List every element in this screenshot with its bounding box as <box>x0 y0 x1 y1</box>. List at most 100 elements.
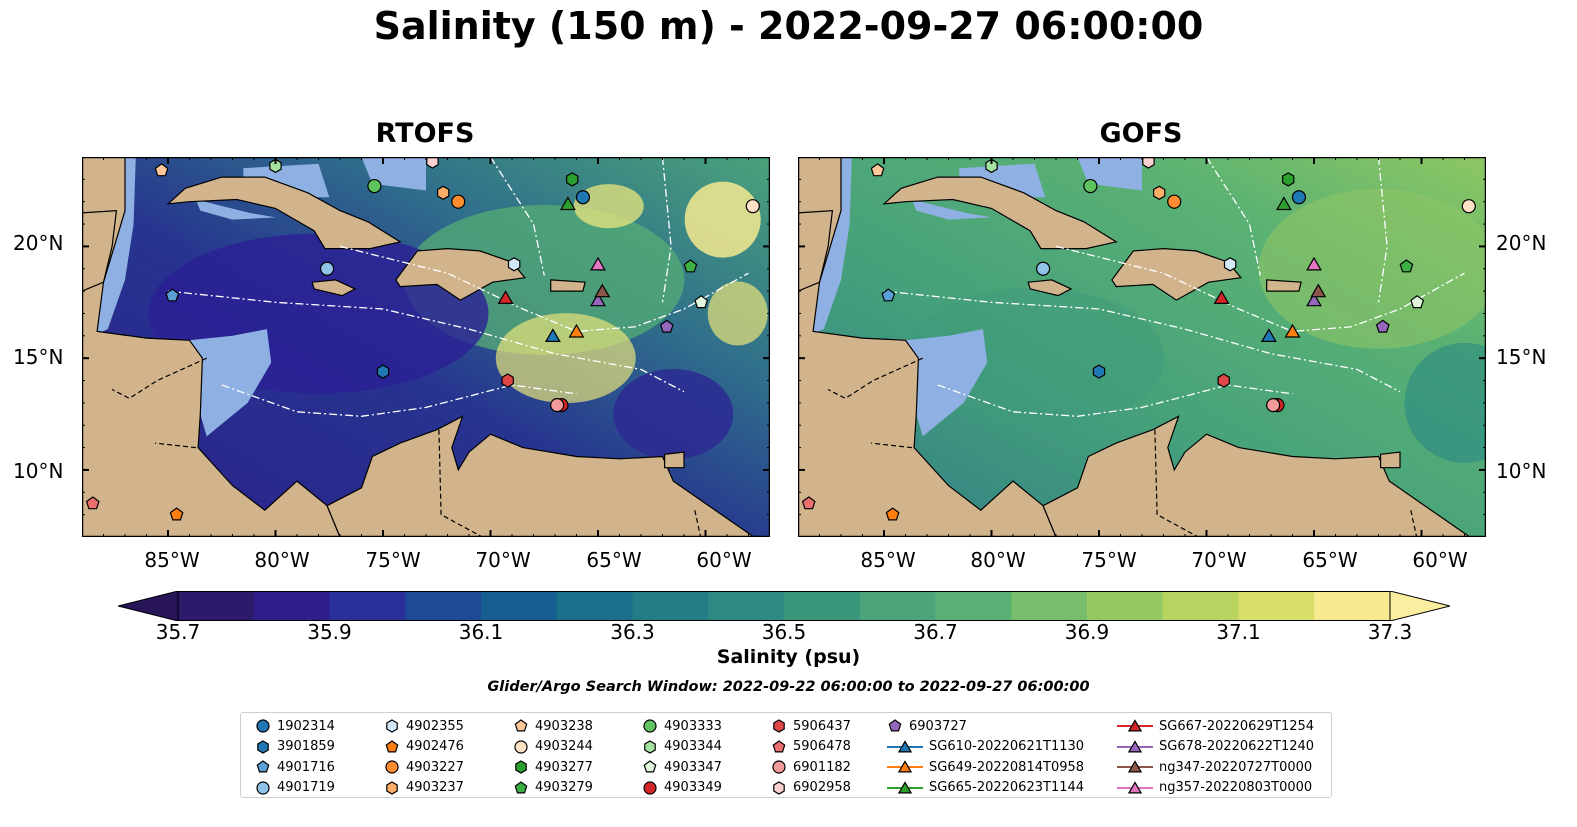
legend-label: 6903727 <box>909 718 967 734</box>
marker-1902314 <box>1291 190 1307 205</box>
land-south-america <box>326 415 770 537</box>
legend-marker-hexagon <box>257 739 269 754</box>
legend-marker-triangle <box>897 739 913 752</box>
land-puerto-rico <box>550 279 586 292</box>
land-trinidad <box>1380 451 1401 469</box>
colorbar-tick-label: 36.5 <box>761 620 807 644</box>
colorbar-segment <box>708 591 785 621</box>
lon-tick-label-65w-rtofs: 65°W <box>586 548 642 572</box>
marker-sg667-20220629t1254 <box>1213 290 1230 304</box>
eez-boundary <box>937 384 1293 417</box>
legend-label: SG667-20220629T1254 <box>1159 718 1315 734</box>
legend-marker-circle <box>643 719 657 733</box>
legend-label: 4903237 <box>406 780 464 795</box>
legend-item: ng347-20220727T0000 <box>1117 757 1312 777</box>
legend-item: 4903244 <box>513 737 593 757</box>
legend-label: 4903347 <box>664 759 722 775</box>
marker-3901859 <box>1092 364 1106 379</box>
legend-marker-circle <box>256 780 270 795</box>
legend: 1902314 3901859 4901716 4901719 4902355 49024… <box>240 712 1332 798</box>
colorbar-tick-label: 36.3 <box>610 620 655 644</box>
marker-4903238 <box>154 163 169 177</box>
legend-marker-triangle <box>1127 760 1143 773</box>
legend-item: 4903344 <box>642 737 722 757</box>
legend-marker-triangle <box>897 760 913 773</box>
land-hispaniola <box>395 247 527 301</box>
legend-label: 4903238 <box>535 718 593 734</box>
marker-4901719 <box>1036 261 1051 276</box>
legend-marker-circle <box>256 719 270 733</box>
legend-label: 4903279 <box>535 780 593 795</box>
eez-boundary <box>489 157 545 276</box>
marker-4903244 <box>1461 199 1476 214</box>
legend-item: 4903227 <box>384 757 464 777</box>
legend-item: 6903727 <box>887 716 967 736</box>
legend-item: 1902314 <box>255 716 335 736</box>
legend-label: 4902355 <box>406 718 464 734</box>
country-border <box>438 429 484 537</box>
legend-marker-triangle <box>1127 780 1143 793</box>
lon-tick-label-60w-gofs: 60°W <box>1412 548 1468 572</box>
legend-marker-triangle <box>897 780 913 793</box>
colorbar-segment <box>859 591 936 621</box>
legend-label: 4903244 <box>535 739 593 754</box>
legend-label: 1902314 <box>277 718 335 734</box>
land-yucatan <box>798 209 834 292</box>
legend-marker-circle <box>385 760 399 774</box>
figure-title: Salinity (150 m) - 2022-09-27 06:00:00 <box>373 4 1204 48</box>
legend-item: ng357-20220803T0000 <box>1117 778 1312 798</box>
colorbar-segment <box>1011 591 1088 621</box>
marker-6901182 <box>550 398 565 413</box>
legend-item: 4903349 <box>642 778 722 798</box>
colorbar-label: Salinity (psu) <box>716 646 861 668</box>
legend-marker-hexagon <box>386 780 398 795</box>
legend-item: 3901859 <box>255 737 335 757</box>
search-window-text: Glider/Argo Search Window: 2022-09-22 06… <box>487 679 1090 695</box>
legend-marker-hexagon <box>515 760 527 774</box>
legend-label: 4903277 <box>535 759 593 775</box>
legend-marker-pentagon <box>256 760 270 773</box>
colorbar-segment <box>178 591 255 621</box>
marker-4903238 <box>870 163 885 177</box>
panel-title-gofs: GOFS <box>1099 118 1183 149</box>
lon-tick-label-80w-gofs: 80°W <box>970 548 1026 572</box>
legend-label: 4901719 <box>277 780 335 795</box>
legend-label: 4903349 <box>664 780 722 795</box>
eez-boundary <box>167 290 685 393</box>
marker-ng347-20220727t0000 <box>1310 283 1327 298</box>
marker-4903277 <box>566 172 579 187</box>
colorbar-segment <box>784 591 861 621</box>
shallow-shelf <box>911 199 992 220</box>
marker-5906437 <box>1217 373 1230 388</box>
land-trinidad <box>664 451 685 469</box>
colorbar-tick-label: 36.1 <box>458 620 504 644</box>
lat-tick-label-20n-right: 20°N <box>1496 231 1547 255</box>
eez-boundary <box>221 384 577 417</box>
colorbar-extend-min <box>117 590 179 622</box>
country-border <box>694 510 702 537</box>
eez-boundary <box>883 290 1401 393</box>
country-border <box>1154 429 1200 537</box>
marker-4901716 <box>881 288 896 302</box>
marker-4903237 <box>1153 185 1166 200</box>
lon-tick-label-65w-gofs: 65°W <box>1302 548 1358 572</box>
marker-4902355 <box>507 257 521 272</box>
legend-label: SG649-20220814T0958 <box>929 759 1085 775</box>
colorbar-tick-label: 36.7 <box>913 620 958 644</box>
lat-tick-label-20n-left: 20°N <box>13 231 64 255</box>
legend-item: 4903347 <box>642 757 722 777</box>
marker-4902355 <box>1223 257 1237 272</box>
legend-marker-circle <box>643 780 657 795</box>
marker-4903347 <box>1410 295 1425 309</box>
legend-item: SG678-20220622T1240 <box>1117 737 1314 757</box>
land-yucatan <box>82 209 118 292</box>
marker-4903347 <box>694 295 709 309</box>
lon-tick-label-85w-gofs: 85°W <box>860 548 916 572</box>
legend-item: 6902958 <box>771 778 851 798</box>
legend-label: 6902958 <box>793 780 851 795</box>
colorbar-tick-label: 36.9 <box>1064 620 1110 644</box>
colorbar-segment <box>1314 591 1391 621</box>
lat-tick-label-10n-right: 10°N <box>1496 459 1547 483</box>
marker-6903727 <box>1375 319 1390 333</box>
land-jamaica <box>1027 279 1073 297</box>
